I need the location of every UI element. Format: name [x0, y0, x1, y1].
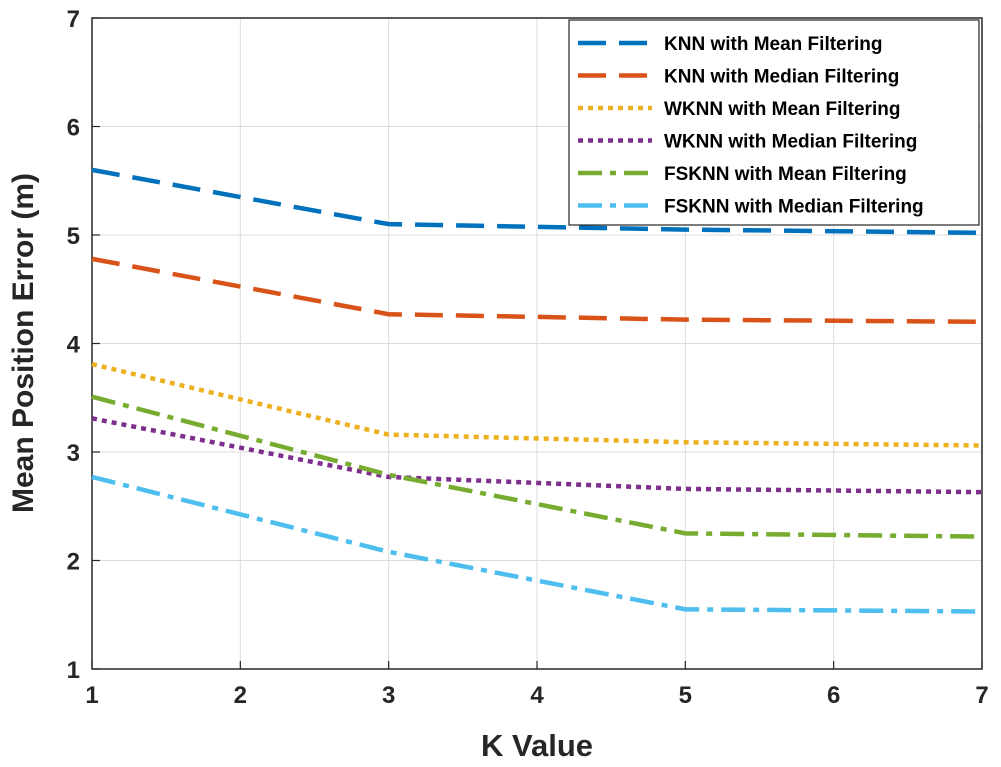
y-tick-label: 6: [67, 115, 80, 142]
x-tick-label: 6: [827, 682, 840, 709]
legend-entry-2: KNN with Median Filtering: [664, 67, 899, 88]
legend-entry-4: WKNN with Median Filtering: [664, 132, 917, 153]
y-tick-label: 4: [67, 332, 81, 359]
y-tick-label: 5: [67, 223, 80, 250]
series-line-5: [91, 394, 983, 539]
x-tick-labels: 1 2 3 4 5 6 7: [85, 682, 988, 709]
y-tick-label: 3: [67, 440, 80, 467]
legend: KNN with Mean Filtering KNN with Median F…: [568, 19, 980, 226]
x-tick-label: 5: [679, 682, 692, 709]
y-tick-label: 1: [67, 657, 80, 684]
series-line-1: [91, 167, 983, 236]
series-line-4: [91, 416, 983, 495]
y-axis-label: Mean Position Error (m): [7, 173, 40, 513]
legend-entry-5: FSKNN with Mean Filtering: [664, 164, 907, 185]
legend-entry-1: KNN with Mean Filtering: [664, 34, 883, 55]
series-line-2: [91, 256, 983, 325]
x-tick-label: 3: [382, 682, 395, 709]
legend-box: [568, 19, 980, 226]
series-line-6: [91, 474, 983, 614]
series-lines: [91, 167, 983, 614]
y-tick-label: 2: [67, 549, 80, 576]
legend-entry-6: FSKNN with Median Filtering: [664, 197, 924, 218]
plot-area-frame: [91, 17, 983, 670]
x-tick-label: 1: [85, 682, 98, 709]
legend-entry-3: WKNN with Mean Filtering: [664, 99, 900, 120]
series-line-3: [91, 361, 983, 448]
y-tick-label: 7: [67, 6, 80, 33]
x-tick-label: 7: [975, 682, 988, 709]
x-tick-label: 2: [234, 682, 247, 709]
y-tick-labels: 1 2 3 4 5 6 7: [67, 6, 81, 684]
x-tick-label: 4: [530, 682, 544, 709]
x-axis-label: K Value: [481, 728, 593, 763]
